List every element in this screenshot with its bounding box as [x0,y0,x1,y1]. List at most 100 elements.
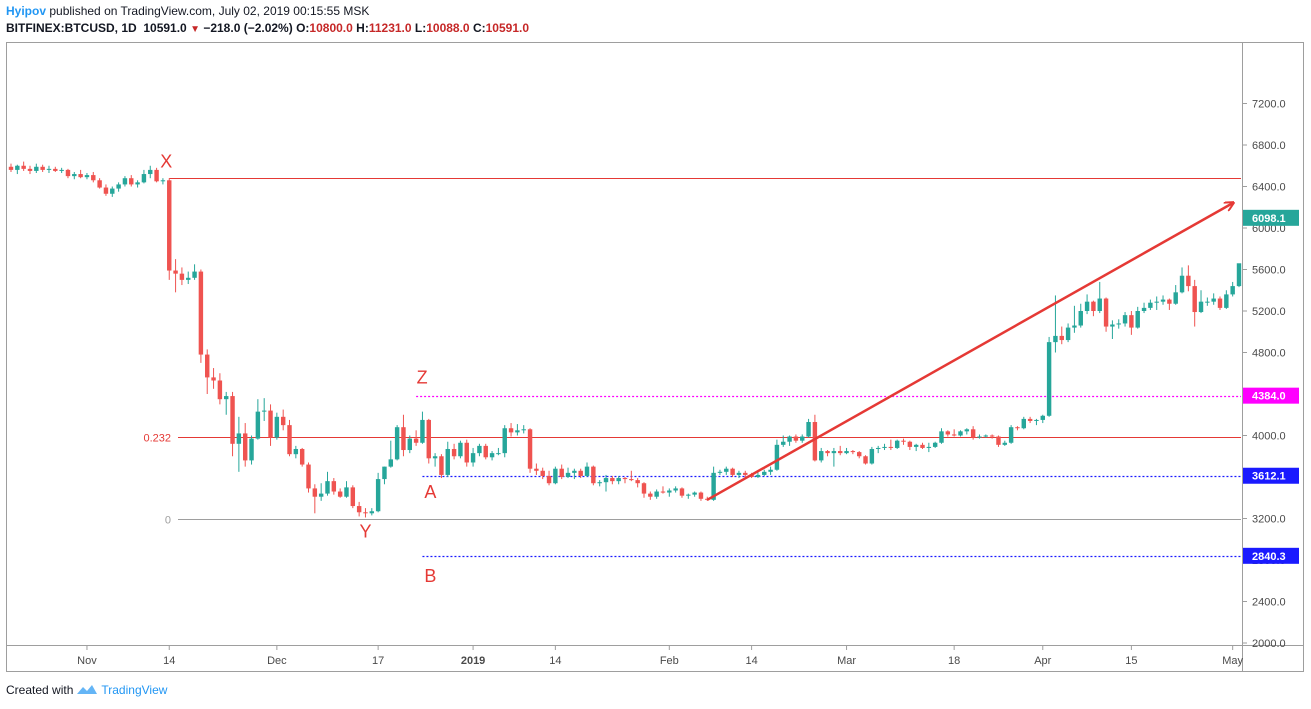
time-tick-label: 17 [372,655,384,667]
candle [236,416,242,472]
candle [616,475,621,485]
candle-body [800,436,805,441]
candle [432,453,438,467]
candle [148,165,153,179]
candle-body [882,446,887,448]
candle [907,440,913,451]
candle [65,168,71,179]
candle [312,484,318,514]
candle-body [116,184,121,189]
candle-body [572,470,577,473]
price-tick-label: 5200.0 [1252,306,1286,318]
candle-body [1198,301,1204,313]
candle-body [1160,299,1166,302]
candle [838,445,843,456]
candle [110,186,115,197]
fib-level-label: 0.232 [143,433,171,445]
candle-body [413,438,419,443]
candle-body [527,429,533,469]
time-tick-label: Feb [660,655,679,667]
candle [875,445,881,454]
candle [806,418,811,438]
candle-body [53,168,58,171]
candle [496,447,501,456]
candle-body [27,168,33,171]
candle-body [622,478,628,480]
candle-body [698,492,704,499]
candle-body [939,431,944,443]
candle [1186,265,1191,292]
candle-body [856,452,862,457]
candle [926,442,932,453]
candle [654,489,659,499]
symbol-name[interactable]: BITFINEX:BTCUSD, 1D [6,21,137,35]
candle-body [958,431,963,436]
candle [179,267,185,286]
candle-body [451,448,457,457]
candle-body [230,396,235,444]
candle [964,428,970,435]
candle [40,164,45,172]
candle [1110,320,1115,340]
candle [46,165,52,174]
candle [856,451,862,459]
candle-body [369,511,375,514]
candle [502,425,507,458]
wave-label-x: X [160,152,172,172]
candle-body [768,469,773,472]
candle-body [787,436,792,442]
candle [1008,425,1014,444]
candle-body [781,441,786,445]
candle [72,171,77,180]
candle-body [59,169,64,171]
candle-body [148,169,153,175]
candle-body [344,487,349,497]
candle-body [863,456,868,464]
candle [774,439,780,471]
price-tick-label: 6400.0 [1252,182,1286,194]
candle-body [540,470,545,476]
candle-body [932,442,938,447]
candle [116,182,121,192]
candle-body [489,453,495,458]
candle [660,486,666,494]
candle [293,445,299,459]
time-tick-label: 2019 [461,655,485,667]
candle-body [1091,301,1096,311]
candle [781,435,786,447]
candle-body [793,436,799,441]
candle-body [1192,286,1197,313]
candle [337,488,343,498]
candle [217,373,223,405]
candle-body [186,277,191,280]
candle [831,447,837,467]
candle [686,493,691,499]
candle [135,180,140,188]
author-link[interactable]: Hyipov [6,4,47,18]
candle-body [610,478,615,482]
candle [1141,302,1147,314]
candle [983,434,989,438]
candle [970,426,976,440]
candle [989,434,995,439]
candle-body [578,470,583,476]
candle-body [743,472,748,475]
candle [1015,426,1020,431]
candle-body [1122,315,1128,324]
candle [280,409,286,431]
candle-body [1205,301,1210,303]
candle [1046,336,1052,417]
candle [603,474,609,492]
candle [825,450,830,457]
candle-body [762,471,767,475]
time-tick-label: 14 [549,655,561,667]
b-level-tag: 2840.3 [1243,547,1299,564]
candle-body [470,453,476,463]
candle-body [559,468,564,477]
candle-body [679,488,685,496]
tradingview-brand-link[interactable]: TradingView [101,683,168,697]
candle-body [825,451,830,454]
price-tick-label: 7200.0 [1252,99,1286,111]
candle-body [141,174,147,183]
